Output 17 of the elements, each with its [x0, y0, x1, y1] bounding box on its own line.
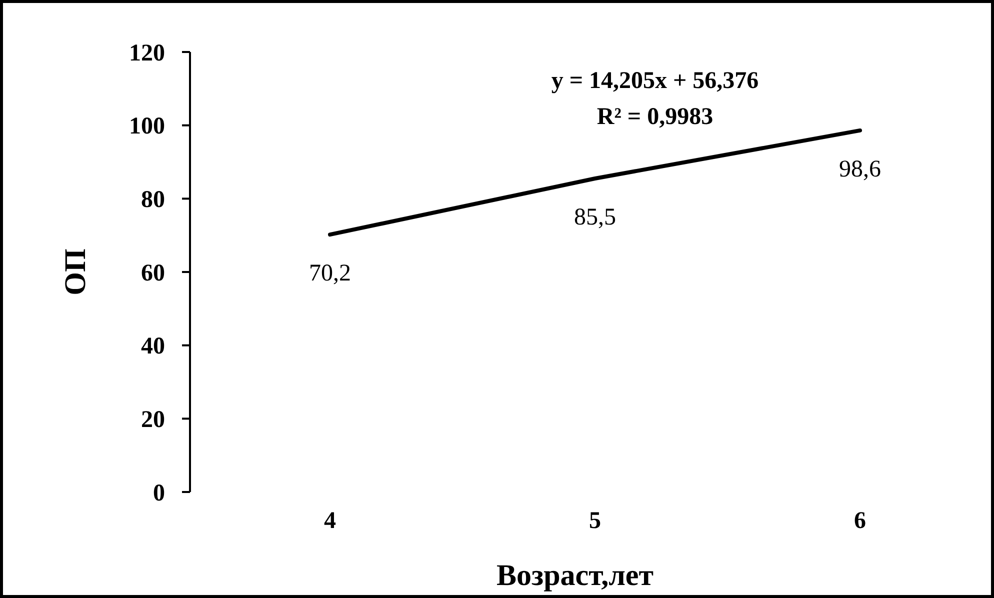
- y-axis-title: ОП: [59, 248, 92, 296]
- x-axis-title: Возраст,лет: [496, 559, 654, 592]
- annotation: y = 14,205x + 56,376: [551, 68, 759, 94]
- data-label: 98,6: [839, 156, 881, 182]
- x-tick-label: 6: [854, 508, 866, 534]
- y-tick-label: 80: [141, 187, 165, 214]
- y-tick-label: 40: [141, 334, 165, 360]
- x-tick-label: 4: [324, 508, 336, 534]
- y-tick-label: 0: [153, 480, 165, 506]
- y-tick-label: 100: [129, 114, 165, 140]
- y-tick-label: 20: [141, 407, 165, 434]
- annotation: R² = 0,9983: [596, 104, 714, 130]
- data-label: 70,2: [309, 260, 351, 287]
- x-tick-label: 5: [589, 508, 601, 534]
- y-tick-label: 120: [129, 40, 165, 66]
- data-label: 85,5: [574, 204, 616, 230]
- y-tick-label: 60: [141, 260, 165, 286]
